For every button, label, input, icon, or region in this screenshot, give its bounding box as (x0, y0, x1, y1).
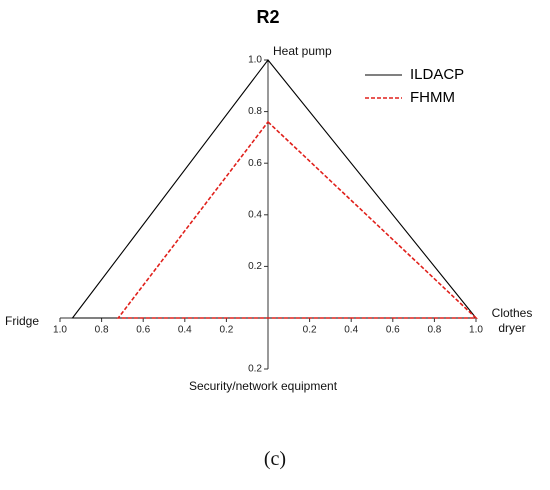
tick-label: 1.0 (53, 325, 67, 336)
tick-label: 0.8 (427, 325, 441, 336)
legend-label: FHMM (410, 89, 455, 106)
tick-label: 0.4 (178, 325, 192, 336)
series-polygon (116, 120, 479, 319)
legend-label: ILDACP (410, 66, 464, 83)
tick-label: 0.8 (95, 325, 109, 336)
tick-label: 0.2 (219, 325, 233, 336)
tick-label: 0.8 (248, 106, 262, 117)
axis-name: Fridge (5, 314, 39, 328)
tick-label: 0.6 (248, 158, 262, 169)
tick-label: 1.0 (469, 325, 483, 336)
tick-label: 1.0 (248, 55, 262, 66)
axis-name: Security/network equipment (189, 379, 338, 393)
tick-label: 0.6 (136, 325, 150, 336)
axis-name: Heat pump (273, 44, 332, 58)
tick-label: 0.4 (248, 209, 262, 220)
axis-name: Clothes dryer (491, 306, 533, 335)
tick-label: 0.2 (303, 325, 317, 336)
tick-label: 0.2 (248, 261, 262, 272)
caption: (c) (263, 448, 287, 470)
tick-label: 0.4 (344, 325, 358, 336)
tick-label: 0.2 (248, 364, 262, 375)
chart-title: R2 (256, 7, 279, 27)
tick-label: 0.6 (386, 325, 400, 336)
legend: ILDACP FHMM (365, 66, 464, 106)
chart: R2 ILDACP FHMM 0.2 0.4 0.6 0.8 1.0 0.2 0.4 0.6 0.… (5, 7, 483, 393)
